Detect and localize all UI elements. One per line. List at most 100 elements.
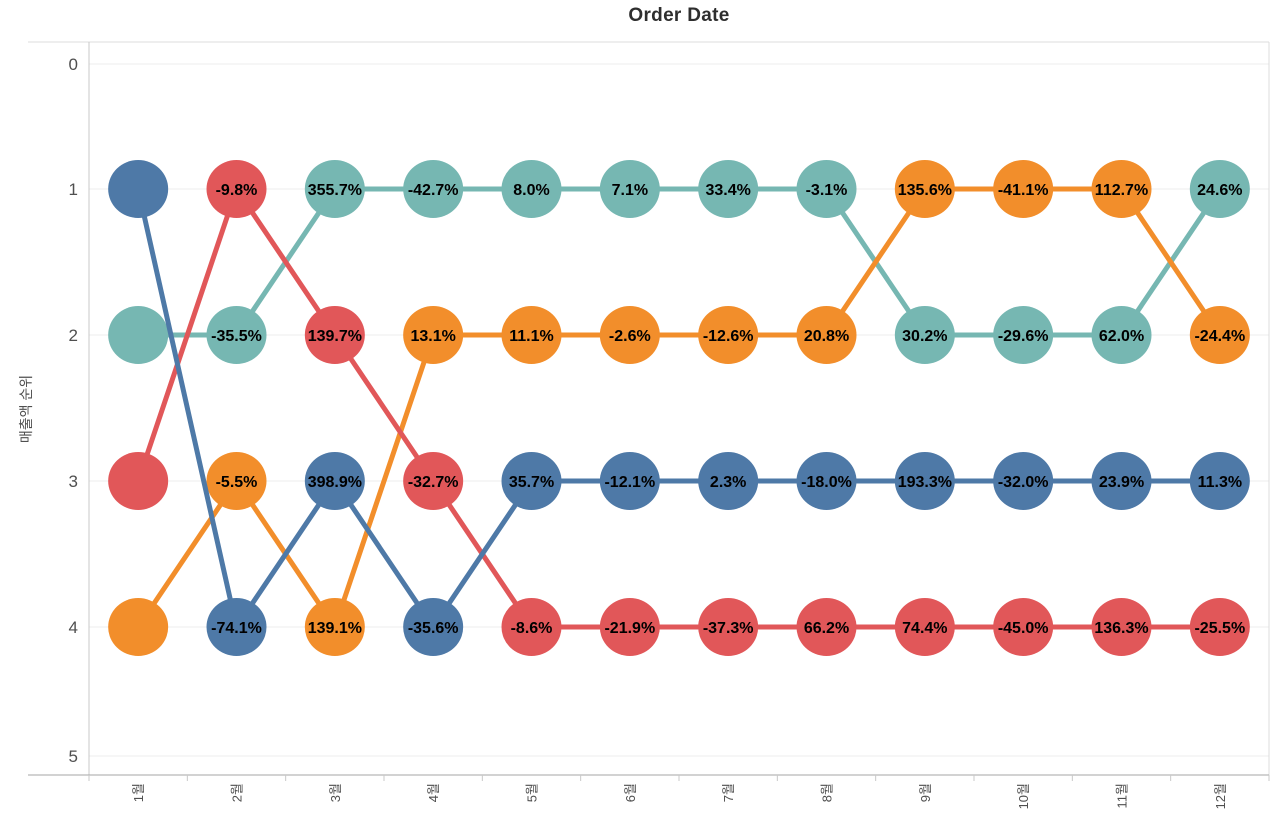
data-point-label-orange-m8: 20.8%: [804, 328, 849, 345]
data-point-label-red-m6: -21.9%: [604, 620, 655, 637]
data-point-orange-m9[interactable]: [894, 160, 955, 218]
data-point-orange-m12[interactable]: [1189, 306, 1250, 364]
x-tick-label-2: 2월: [230, 783, 245, 802]
y-tick-label-1: 1: [69, 180, 78, 199]
data-point-teal-m4[interactable]: [403, 160, 464, 218]
y-tick-label-5: 5: [69, 747, 78, 766]
data-point-blue-m3[interactable]: [304, 452, 365, 510]
data-point-label-teal-m7: 33.4%: [705, 182, 750, 199]
data-point-teal-m5[interactable]: [501, 160, 562, 218]
data-point-orange-m11[interactable]: [1091, 160, 1152, 218]
data-point-blue-m10[interactable]: [993, 452, 1054, 510]
data-point-red-m11[interactable]: [1091, 598, 1152, 656]
data-point-red-m12[interactable]: [1189, 598, 1250, 656]
data-point-label-teal-m11: 62.0%: [1099, 328, 1144, 345]
data-point-label-red-m9: 74.4%: [902, 620, 947, 637]
data-point-red-m1[interactable]: [108, 452, 169, 510]
data-point-orange-m5[interactable]: [501, 306, 562, 364]
x-tick-label-1: 1월: [131, 783, 146, 802]
data-point-label-orange-m12: -24.4%: [1194, 328, 1245, 345]
series-line-red: [135, 183, 1220, 630]
data-point-orange-m7[interactable]: [698, 306, 759, 364]
series-line-teal: [138, 186, 1222, 338]
data-point-label-red-m8: 66.2%: [804, 620, 849, 637]
data-point-red-m7[interactable]: [698, 598, 759, 656]
data-point-teal-m7[interactable]: [698, 160, 759, 218]
data-point-teal-m6[interactable]: [599, 160, 660, 218]
data-point-label-teal-m8: -3.1%: [806, 182, 848, 199]
y-tick-label-0: 0: [69, 55, 78, 74]
data-point-blue-m7[interactable]: [698, 452, 759, 510]
x-tick-label-5: 5월: [525, 783, 540, 802]
series-line-blue: [135, 188, 1220, 634]
data-point-teal-m11[interactable]: [1091, 306, 1152, 364]
data-point-orange-m3[interactable]: [304, 598, 365, 656]
data-point-teal-m8[interactable]: [796, 160, 857, 218]
data-point-label-red-m10: -45.0%: [998, 620, 1049, 637]
data-point-orange-m2[interactable]: [206, 452, 267, 510]
data-point-teal-m1[interactable]: [108, 306, 169, 364]
data-point-red-m10[interactable]: [993, 598, 1054, 656]
data-point-blue-m2[interactable]: [206, 598, 267, 656]
data-point-blue-m1[interactable]: [108, 160, 169, 218]
data-point-orange-m8[interactable]: [796, 306, 857, 364]
x-tick-label-3: 3월: [328, 783, 343, 802]
data-point-label-teal-m10: -29.6%: [998, 328, 1049, 345]
data-point-orange-m1[interactable]: [108, 598, 169, 656]
data-point-label-teal-m12: 24.6%: [1197, 182, 1242, 199]
data-point-red-m8[interactable]: [796, 598, 857, 656]
data-point-teal-m9[interactable]: [894, 306, 955, 364]
data-point-red-m9[interactable]: [894, 598, 955, 656]
data-point-blue-m12[interactable]: [1189, 452, 1250, 510]
data-point-label-blue-m6: -12.1%: [604, 474, 655, 491]
x-tick-label-8: 8월: [820, 783, 835, 802]
y-tick-label-2: 2: [69, 326, 78, 345]
data-point-label-red-m3: 139.7%: [308, 328, 362, 345]
data-point-label-teal-m4: -42.7%: [408, 182, 459, 199]
data-point-label-blue-m8: -18.0%: [801, 474, 852, 491]
data-point-blue-m4[interactable]: [403, 598, 464, 656]
data-point-label-red-m12: -25.5%: [1194, 620, 1245, 637]
data-point-orange-m4[interactable]: [403, 306, 464, 364]
data-point-orange-m6[interactable]: [599, 306, 660, 364]
data-point-blue-m11[interactable]: [1091, 452, 1152, 510]
data-point-label-teal-m5: 8.0%: [513, 182, 549, 199]
data-point-label-blue-m3: 398.9%: [308, 474, 362, 491]
data-point-label-teal-m3: 355.7%: [308, 182, 362, 199]
data-point-red-m5[interactable]: [501, 598, 562, 656]
data-point-teal-m12[interactable]: [1189, 160, 1250, 218]
data-point-red-m6[interactable]: [599, 598, 660, 656]
x-tick-label-7: 7월: [721, 783, 736, 802]
data-point-label-orange-m2: -5.5%: [216, 474, 258, 491]
data-point-red-m4[interactable]: [403, 452, 464, 510]
data-point-label-red-m2: -9.8%: [216, 182, 258, 199]
data-point-orange-m10[interactable]: [993, 160, 1054, 218]
y-tick-label-4: 4: [69, 618, 78, 637]
data-point-label-orange-m5: 11.1%: [509, 328, 553, 345]
x-tick-label-10: 10월: [1016, 783, 1031, 809]
y-axis-title: 매출액 순위: [18, 375, 34, 443]
data-point-teal-m10[interactable]: [993, 306, 1054, 364]
data-point-label-orange-m3: 139.1%: [308, 620, 362, 637]
data-point-blue-m9[interactable]: [894, 452, 955, 510]
data-point-label-blue-m12: 11.3%: [1198, 474, 1242, 491]
data-point-blue-m6[interactable]: [599, 452, 660, 510]
x-tick-label-6: 6월: [623, 783, 638, 802]
data-point-blue-m8[interactable]: [796, 452, 857, 510]
data-point-label-teal-m2: -35.5%: [211, 328, 262, 345]
data-point-blue-m5[interactable]: [501, 452, 562, 510]
data-point-label-red-m5: -8.6%: [511, 620, 553, 637]
data-point-label-orange-m4: 13.1%: [410, 328, 455, 345]
data-point-red-m3[interactable]: [304, 306, 365, 364]
data-point-label-teal-m9: 30.2%: [902, 328, 947, 345]
data-point-teal-m3[interactable]: [304, 160, 365, 218]
data-point-label-red-m4: -32.7%: [408, 474, 459, 491]
data-point-red-m2[interactable]: [206, 160, 267, 218]
data-point-label-orange-m11: 112.7%: [1095, 182, 1148, 199]
chart-title: Order Date: [628, 5, 730, 26]
data-point-teal-m2[interactable]: [206, 306, 267, 364]
data-point-label-blue-m5: 35.7%: [509, 474, 554, 491]
data-point-label-blue-m7: 2.3%: [710, 474, 746, 491]
data-point-label-orange-m6: -2.6%: [609, 328, 651, 345]
